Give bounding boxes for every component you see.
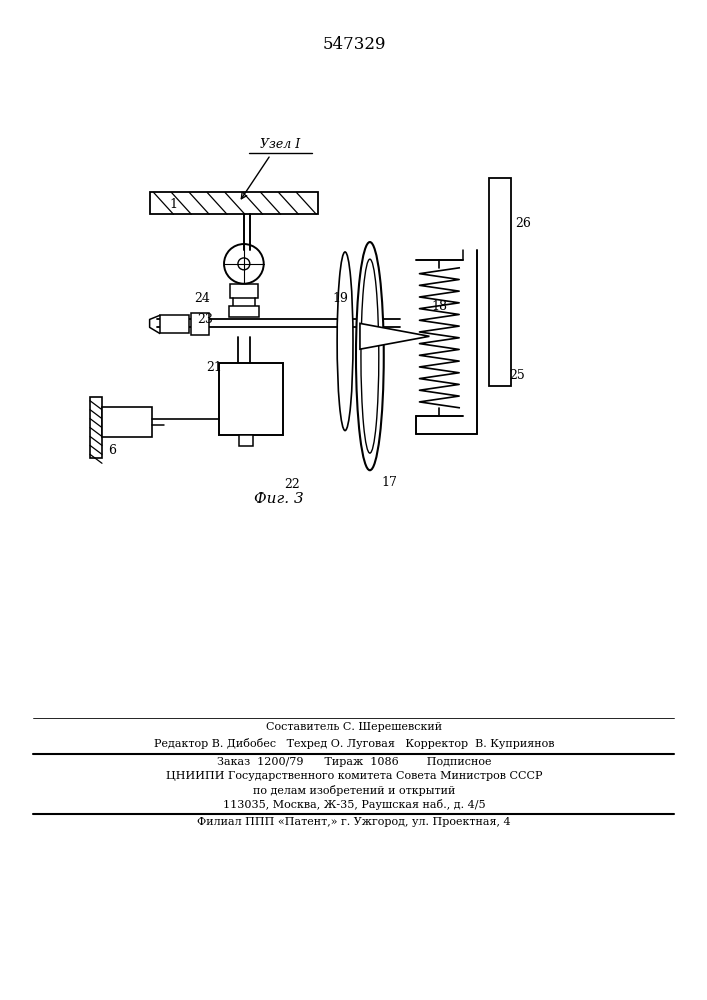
- Ellipse shape: [361, 259, 379, 453]
- Bar: [192, 313, 209, 335]
- Bar: [102, 407, 151, 437]
- Text: 22: 22: [284, 478, 300, 491]
- Text: Фиг. 3: Фиг. 3: [254, 492, 303, 506]
- Bar: [230, 284, 258, 298]
- Text: Заказ  1200/79      Тираж  1086        Подписное: Заказ 1200/79 Тираж 1086 Подписное: [217, 757, 491, 767]
- Text: 18: 18: [431, 300, 448, 313]
- Bar: [239, 435, 253, 446]
- Text: 19: 19: [332, 292, 348, 305]
- Bar: [90, 397, 102, 458]
- Ellipse shape: [337, 252, 353, 431]
- Text: 25: 25: [509, 369, 525, 382]
- Text: Узел I: Узел I: [260, 138, 300, 151]
- Bar: [219, 363, 283, 435]
- Text: Редактор В. Дибобес   Техред О. Луговая   Корректор  В. Куприянов: Редактор В. Дибобес Техред О. Луговая Ко…: [153, 738, 554, 749]
- Text: 547329: 547329: [322, 36, 386, 53]
- Text: 23: 23: [197, 313, 213, 326]
- Bar: [150, 192, 318, 214]
- Text: Филиал ППП «Патент,» г. Ужгород, ул. Проектная, 4: Филиал ППП «Патент,» г. Ужгород, ул. Про…: [197, 817, 511, 827]
- Polygon shape: [360, 323, 429, 349]
- Text: ЦНИИПИ Государственного комитета Совета Министров СССР: ЦНИИПИ Государственного комитета Совета …: [165, 771, 542, 781]
- Text: Составитель С. Шерешевский: Составитель С. Шерешевский: [266, 722, 442, 732]
- Text: 26: 26: [515, 217, 530, 230]
- Text: 24: 24: [194, 292, 210, 305]
- Ellipse shape: [356, 242, 384, 470]
- Text: 113035, Москва, Ж-35, Раушская наб., д. 4/5: 113035, Москва, Ж-35, Раушская наб., д. …: [223, 799, 485, 810]
- Text: 1: 1: [170, 198, 177, 211]
- Text: 6: 6: [108, 444, 116, 457]
- Bar: [489, 178, 510, 386]
- Text: по делам изобретений и открытий: по делам изобретений и открытий: [253, 785, 455, 796]
- Text: 17: 17: [382, 476, 397, 489]
- Bar: [229, 306, 259, 317]
- Text: 21: 21: [206, 361, 222, 374]
- Bar: [160, 315, 189, 333]
